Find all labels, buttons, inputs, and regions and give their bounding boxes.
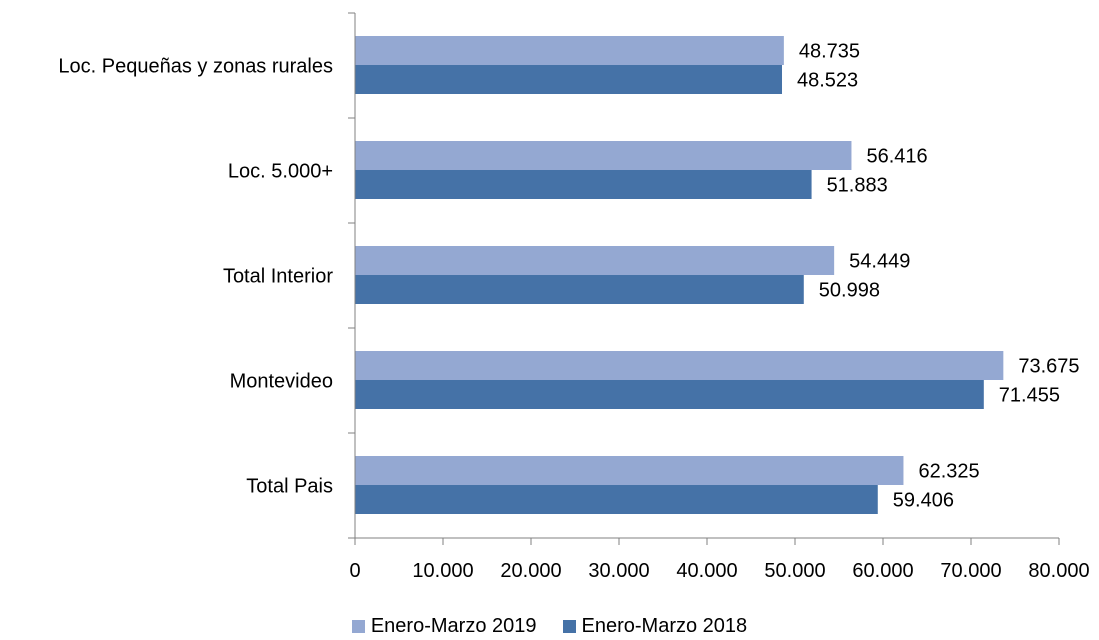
data-label: 51.883 <box>827 175 888 197</box>
data-label: 48.735 <box>799 41 860 63</box>
data-label: 50.998 <box>819 280 880 302</box>
category-label: Montevideo <box>230 371 333 393</box>
x-tick-label: 80.000 <box>1028 560 1089 582</box>
bar-2018-0 <box>355 65 783 94</box>
legend: Enero-Marzo 2019 Enero-Marzo 2018 <box>0 612 1099 640</box>
bar-2019-2 <box>355 246 835 275</box>
bar-2018-3 <box>355 380 984 409</box>
x-tick-label: 70.000 <box>940 560 1001 582</box>
bar-2019-3 <box>355 351 1004 380</box>
x-tick-label: 30.000 <box>588 560 649 582</box>
data-label: 71.455 <box>999 385 1060 407</box>
legend-swatch-2019 <box>351 619 365 633</box>
x-tick-label: 10.000 <box>412 560 473 582</box>
category-label: Total Interior <box>223 266 333 288</box>
bar-2019-0 <box>355 36 784 65</box>
x-tick-label: 0 <box>349 560 360 582</box>
data-label: 73.675 <box>1018 356 1079 378</box>
legend-label-2018: Enero-Marzo 2018 <box>581 614 748 637</box>
category-label: Loc. 5.000+ <box>228 161 333 183</box>
x-tick-label: 60.000 <box>852 560 913 582</box>
legend-label-2019: Enero-Marzo 2019 <box>370 614 537 637</box>
bar-2019-4 <box>355 456 904 485</box>
bar-2018-1 <box>355 170 812 199</box>
bar-2018-4 <box>355 485 878 514</box>
category-label: Loc. Pequeñas y zonas rurales <box>58 56 333 78</box>
legend-item-2018: Enero-Marzo 2018 <box>562 614 748 638</box>
category-label: Total Pais <box>246 476 333 498</box>
x-tick-label: 50.000 <box>764 560 825 582</box>
bar-2018-2 <box>355 275 804 304</box>
data-label: 56.416 <box>866 146 927 168</box>
data-label: 62.325 <box>918 461 979 483</box>
data-label: 54.449 <box>849 251 910 273</box>
x-tick-label: 40.000 <box>676 560 737 582</box>
legend-swatch-2018 <box>562 619 576 633</box>
legend-item-2019: Enero-Marzo 2019 <box>351 614 537 638</box>
x-tick-label: 20.000 <box>500 560 561 582</box>
bar-2019-1 <box>355 141 852 170</box>
data-label: 59.406 <box>893 490 954 512</box>
bar-chart: 48.735 48.523 Loc. Pequeñas y zonas rurale… <box>58 12 1090 582</box>
data-label: 48.523 <box>797 70 858 92</box>
